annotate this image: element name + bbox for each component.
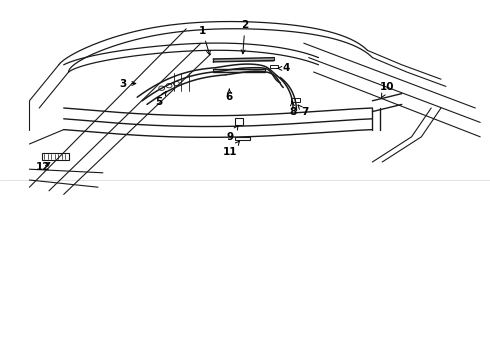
Bar — [213, 58, 274, 62]
Bar — [235, 118, 243, 125]
Bar — [270, 65, 278, 68]
Text: 2: 2 — [241, 20, 248, 54]
Text: 9: 9 — [227, 126, 238, 142]
Circle shape — [166, 84, 172, 88]
Text: 3: 3 — [119, 78, 136, 89]
Text: 6: 6 — [226, 89, 233, 102]
Text: 1: 1 — [199, 26, 210, 55]
Text: 7: 7 — [298, 105, 309, 117]
Bar — [213, 69, 265, 72]
Bar — [295, 98, 300, 102]
Bar — [42, 153, 69, 160]
Bar — [235, 137, 250, 140]
Text: 4: 4 — [277, 63, 291, 73]
Circle shape — [159, 86, 165, 90]
Circle shape — [173, 81, 179, 86]
Text: 8: 8 — [290, 102, 296, 117]
Bar — [291, 98, 296, 102]
Text: 5: 5 — [156, 91, 166, 107]
Text: 11: 11 — [223, 141, 240, 157]
Text: 12: 12 — [36, 162, 50, 172]
Text: 10: 10 — [380, 82, 394, 98]
